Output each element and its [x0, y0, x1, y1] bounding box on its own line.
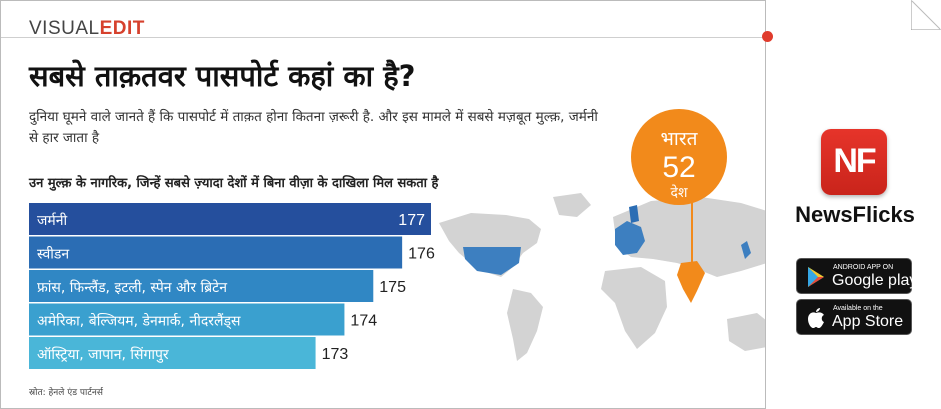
map-greenland	[553, 193, 591, 217]
side-panel	[767, 0, 941, 409]
app-store-button[interactable]: Available on the App Store	[796, 299, 912, 335]
map-australia	[727, 313, 765, 351]
map-south-america	[507, 289, 543, 361]
bar-value-3: 175	[379, 279, 406, 296]
header-divider	[1, 37, 765, 38]
bar-value-2: 176	[408, 246, 435, 263]
logo-text: NF	[833, 142, 876, 180]
page-fold-icon	[911, 0, 941, 30]
source-note: स्रोत: हेनले एंड पार्टनर्स	[29, 388, 103, 398]
callout-country: भारत	[661, 128, 699, 150]
bar-1	[29, 203, 431, 235]
app-store-small-text: Available on the	[833, 305, 883, 312]
callout-value: 52	[662, 151, 695, 184]
callout-circle	[631, 109, 727, 205]
google-play-button[interactable]: ANDROID APP ON Google play	[796, 258, 917, 294]
bar-value-5: 173	[322, 346, 349, 363]
app-name: NewsFlicks	[795, 202, 915, 227]
map-usa	[463, 247, 521, 275]
brand-part-visual: VISUAL	[29, 18, 100, 39]
bar-4	[29, 303, 345, 336]
divider-dot	[762, 31, 773, 42]
bar-label-2: स्वीडन	[37, 246, 69, 263]
bar-3	[29, 270, 374, 302]
infographic-card: VISUALEDIT सबसे ताक़तवर पासपोर्ट कहां का…	[0, 0, 766, 409]
bar-label-1: जर्मनी	[37, 212, 68, 229]
apple-icon	[808, 308, 824, 328]
play-icon	[808, 267, 824, 287]
india-callout: भारत 52 देश	[631, 109, 727, 269]
bar-2	[29, 236, 403, 269]
map-japan	[741, 241, 751, 259]
map-europe-highlight	[615, 221, 645, 255]
bar-label-4: अमेरिका, बेल्जियम, डेनमार्क, नीदरलैंड्स	[37, 313, 241, 330]
world-map	[439, 193, 765, 361]
map-eurasia	[613, 197, 765, 277]
passport-bar-chart: जर्मनी 177 स्वीडन 176 फ्रांस, फिन्लैंड, इटली…	[29, 109, 765, 369]
bar-5	[29, 337, 316, 369]
bar-value-1: 177	[398, 212, 425, 229]
brand-logo: VISUALEDIT	[29, 18, 145, 40]
chart-subtitle: उन मुल्क़ के नागरिक, जिन्हें सबसे ज़्याद…	[29, 176, 439, 191]
bar-label-5: ऑस्ट्रिया, जापान, सिंगापुर	[37, 346, 169, 363]
map-sweden	[629, 205, 639, 223]
bar-label-3: फ्रांस, फिन्लैंड, इटली, स्पेन और ब्रिटेन	[37, 279, 227, 296]
page-title: सबसे ताक़तवर पासपोर्ट कहां का है?	[29, 59, 416, 93]
google-play-small-text: ANDROID APP ON	[833, 264, 894, 271]
newsflicks-logo[interactable]: NF	[821, 129, 887, 195]
callout-unit: देश	[671, 184, 688, 201]
app-store-label: App Store	[832, 313, 904, 330]
bar-value-4: 174	[350, 313, 377, 330]
description-text: दुनिया घूमने वाले जानते हैं कि पासपोर्ट …	[29, 109, 598, 146]
map-india	[677, 261, 705, 303]
brand-part-edit: EDIT	[99, 18, 145, 39]
google-play-label: Google play	[832, 272, 918, 289]
map-africa	[601, 267, 667, 349]
